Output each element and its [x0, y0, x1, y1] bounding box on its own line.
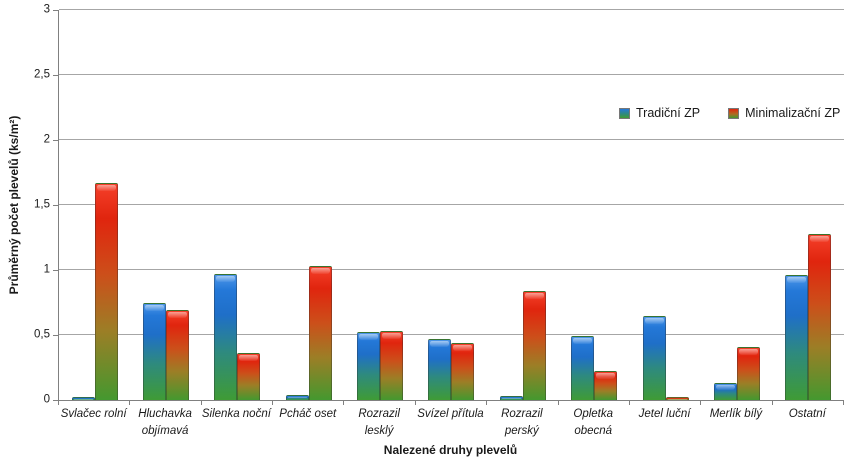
legend-entry-tradicni-zp: Tradiční ZP [619, 106, 700, 120]
bar-minimalizacni-zp [380, 331, 404, 400]
x-category-label: Jetel luční [638, 408, 691, 420]
x-category-label: Merlík bílý [709, 408, 763, 420]
x-tick-mark [771, 400, 773, 405]
x-axis-title: Nalezené druhy plevelů [383, 443, 518, 457]
category-group [202, 10, 273, 400]
y-tick-label: 0,5 [34, 328, 50, 341]
category-group [701, 10, 772, 400]
category-group [487, 10, 558, 400]
bar-minimalizacni-zp [665, 397, 689, 400]
bar-minimalizacni-zp [594, 371, 618, 400]
x-tick-mark [129, 400, 131, 405]
x-category-label: Silenka noční [201, 408, 271, 420]
x-axis-labels: Svlačec rolní Hluchavka objímavá Silenka n… [58, 406, 843, 441]
x-category-label: Rozrazil lesklý [358, 408, 400, 438]
gridline [59, 269, 844, 271]
y-tick-label: 1 [43, 263, 50, 276]
x-tick-mark [628, 400, 630, 405]
legend-label: Tradiční ZP [636, 106, 701, 120]
x-category-label: Rozrazil perský [501, 408, 543, 438]
category-group [59, 10, 130, 400]
gridline [59, 139, 844, 141]
category-group [773, 10, 844, 400]
x-tick-mark [486, 400, 488, 405]
y-tick-label: 0 [43, 393, 50, 406]
x-category-label: Hluchavka objímavá [138, 408, 192, 438]
bar-minimalizacni-zp [94, 182, 118, 400]
bar-tradicni-zp [143, 302, 167, 400]
bar-minimalizacni-zp [308, 266, 332, 400]
x-category-label: Svlačec rolní [60, 408, 127, 420]
bar-minimalizacni-zp [237, 353, 261, 400]
x-tick-mark [414, 400, 416, 405]
category-group [273, 10, 344, 400]
bar-minimalizacni-zp [451, 342, 475, 400]
bar-minimalizacni-zp [166, 310, 190, 400]
category-group [630, 10, 701, 400]
category-group [344, 10, 415, 400]
y-tick-label: 1,5 [34, 198, 50, 211]
legend-entry-minimalizacni-zp: Minimalizační ZP [728, 106, 840, 120]
x-category-label: Svízel přítula [417, 408, 484, 420]
bar-tradicni-zp [499, 396, 523, 400]
x-category-label: Ostatní [788, 408, 826, 420]
bar-tradicni-zp [71, 397, 95, 400]
bar-tradicni-zp [428, 338, 452, 400]
gridline [59, 204, 844, 205]
bars-layer [59, 10, 844, 400]
gridline [59, 334, 844, 336]
x-tick-mark [343, 400, 345, 405]
y-tick-mark [53, 400, 58, 401]
bar-tradicni-zp [214, 273, 238, 400]
bar-tradicni-zp [785, 275, 809, 400]
gridline [59, 9, 844, 10]
bar-minimalizacni-zp [736, 346, 760, 400]
y-tick-label: 2,5 [34, 68, 50, 81]
y-tick-mark [53, 10, 58, 11]
x-tick-mark [843, 400, 844, 405]
y-tick-label: 3 [43, 3, 50, 16]
bar-tradicni-zp [642, 315, 666, 400]
plot-area: Tradiční ZP Minimalizační ZP [58, 9, 844, 401]
bar-tradicni-zp [571, 336, 595, 400]
x-category-label: Opletka obecná [573, 408, 614, 438]
category-group [130, 10, 201, 400]
bar-tradicni-zp [285, 394, 309, 400]
y-tick-label: 2 [43, 133, 50, 146]
legend-swatch-blue-green-icon [619, 107, 630, 119]
legend-swatch-red-green-icon [728, 107, 740, 119]
legend-label: Minimalizační ZP [745, 106, 841, 120]
y-tick-mark [53, 270, 58, 271]
bar-tradicni-zp [713, 383, 737, 400]
y-tick-mark [53, 205, 58, 206]
category-group [416, 10, 487, 400]
bar-tradicni-zp [357, 332, 381, 400]
category-group [559, 10, 630, 400]
x-category-label: Pcháč oset [279, 408, 337, 420]
x-tick-mark [700, 400, 702, 405]
x-tick-mark [272, 400, 274, 405]
bar-minimalizacni-zp [808, 233, 832, 400]
y-tick-mark [53, 335, 58, 336]
legend: Tradiční ZP Minimalizační ZP [619, 106, 840, 120]
x-tick-mark [200, 400, 202, 405]
gridline [59, 74, 844, 75]
y-tick-mark [53, 75, 58, 76]
x-tick-mark [58, 400, 59, 405]
x-tick-mark [557, 400, 559, 405]
y-tick-mark [53, 140, 58, 141]
bar-minimalizacni-zp [522, 290, 546, 400]
